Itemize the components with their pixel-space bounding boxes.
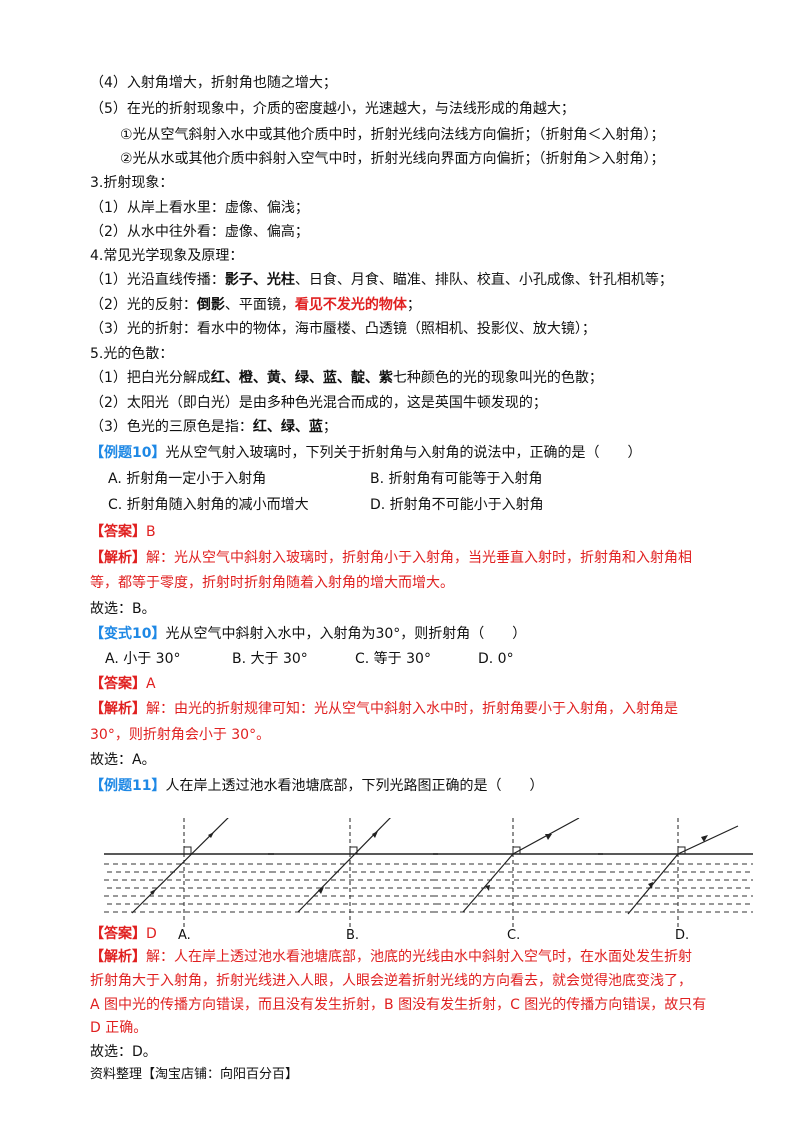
question-text: 光从空气中斜射入水中，入射角为30°，则折射角（ ） bbox=[165, 626, 526, 642]
answer-tag: 【答案】 bbox=[90, 524, 146, 540]
rule-5: （5）在光的折射现象中，介质的密度越小，光速越大，与法线形成的角越大； bbox=[90, 98, 575, 120]
diagram-a bbox=[104, 818, 274, 933]
example-11-question: 【例题11】人在岸上透过池水看池塘底部，下列光路图正确的是（ ） bbox=[90, 775, 543, 797]
section-3-heading: 3.折射现象： bbox=[90, 172, 173, 194]
option-c: C. 等于 30° bbox=[355, 648, 431, 670]
variant-10-choice: 故选：A。 bbox=[90, 749, 156, 771]
text: 七种颜色的光的现象叫光的色散； bbox=[393, 370, 603, 386]
water-hatching bbox=[433, 864, 603, 912]
variant-tag: 【变式10】 bbox=[90, 626, 165, 642]
phenomenon-2: （2）光的反射：倒影、平面镜，看见不发光的物体； bbox=[90, 294, 421, 316]
example-11-analysis-4: D 正确。 bbox=[90, 1017, 147, 1039]
water-hatching bbox=[598, 864, 753, 912]
question-text: 光从空气射入玻璃时，下列关于折射角与入射角的说法中，正确的是（ ） bbox=[165, 445, 641, 461]
example-11-analysis: 【解析】解：人在岸上透过池水看池塘底部，池底的光线由水中斜射入空气时，在水面处发… bbox=[90, 946, 692, 968]
water-hatching bbox=[104, 864, 274, 912]
example-tag: 【例题11】 bbox=[90, 778, 165, 794]
light-ray bbox=[132, 818, 234, 913]
text: （2）光的反射： bbox=[90, 297, 197, 313]
rule-4: （4）入射角增大，折射角也随之增大； bbox=[90, 72, 337, 94]
example-10-choice: 故选：B。 bbox=[90, 598, 156, 620]
section-4-heading: 4.常见光学现象及原理： bbox=[90, 245, 243, 267]
example-10-analysis: 【解析】解：光从空气中斜射入玻璃时，折射角小于入射角，当光垂直入射时，折射角和入… bbox=[90, 547, 692, 569]
example-11-choice: 故选：D。 bbox=[90, 1041, 157, 1063]
example-11-analysis-2: 折射角大于入射角，折射光线进入人眼，人眼会逆着折射光线的方向看去，就会觉得池底变… bbox=[90, 970, 692, 992]
text: ； bbox=[323, 419, 337, 435]
phenomenon-1: （1）光沿直线传播：影子、光柱、日食、月食、瞄准、排队、校直、小孔成像、针孔相机… bbox=[90, 269, 673, 291]
option-a: A. 折射角一定小于入射角 bbox=[108, 468, 266, 490]
light-ray bbox=[463, 818, 579, 912]
light-ray bbox=[628, 826, 738, 914]
diagram-b bbox=[268, 818, 438, 933]
variant-10-question: 【变式10】光从空气中斜射入水中，入射角为30°，则折射角（ ） bbox=[90, 623, 526, 645]
light-ray bbox=[298, 818, 396, 912]
text: （1）把白光分解成 bbox=[90, 370, 211, 386]
answer-value: B bbox=[146, 524, 156, 540]
arrow-icon bbox=[545, 834, 552, 840]
analysis-text: 解：人在岸上透过池水看池塘底部，池底的光线由水中斜射入空气时，在水面处发生折射 bbox=[146, 949, 692, 965]
refraction-1: （1）从岸上看水里：虚像、偏浅； bbox=[90, 197, 309, 219]
option-d: D. 折射角不可能小于入射角 bbox=[370, 494, 544, 516]
example-11-answer: 【答案】D bbox=[90, 923, 157, 945]
analysis-tag: 【解析】 bbox=[90, 701, 146, 717]
bold-text: 倒影 bbox=[197, 297, 225, 313]
diagram-label-a: A. bbox=[178, 928, 191, 943]
refraction-2: （2）从水中往外看：虚像、偏高； bbox=[90, 221, 309, 243]
bold-text: 红、绿、蓝 bbox=[253, 419, 323, 435]
rule-5-1: ①光从空气斜射入水中或其他介质中时，折射光线向法线方向偏折；（折射角＜入射角）； bbox=[120, 124, 665, 146]
dispersion-3: （3）色光的三原色是指：红、绿、蓝； bbox=[90, 416, 337, 438]
bold-text: 红、橙、黄、绿、蓝、靛、紫 bbox=[211, 370, 393, 386]
arrow-icon bbox=[372, 831, 378, 838]
example-tag: 【例题10】 bbox=[90, 445, 165, 461]
analysis-tag: 【解析】 bbox=[90, 949, 146, 965]
option-a: A. 小于 30° bbox=[105, 648, 181, 670]
diagram-label-c: C. bbox=[507, 928, 520, 943]
text: 、平面镜， bbox=[225, 297, 295, 313]
phenomenon-3: （3）光的折射：看水中的物体，海市蜃楼、凸透镜（照相机、投影仪、放大镜）； bbox=[90, 318, 596, 340]
analysis-tag: 【解析】 bbox=[90, 550, 146, 566]
rule-5-2: ②光从水或其他介质中斜射入空气中时，折射光线向界面方向偏折；（折射角＞入射角）； bbox=[120, 148, 665, 170]
dispersion-1: （1）把白光分解成红、橙、黄、绿、蓝、靛、紫七种颜色的光的现象叫光的色散； bbox=[90, 367, 603, 389]
variant-10-analysis-cont: 30°，则折射角会小于 30°。 bbox=[90, 724, 270, 746]
variant-10-answer: 【答案】A bbox=[90, 673, 156, 695]
example-10-analysis-cont: 等，都等于零度，折射时折射角随着入射角的增大而增大。 bbox=[90, 572, 454, 594]
diagram-c bbox=[433, 818, 603, 933]
diagram-label-b: B. bbox=[346, 928, 359, 943]
text: 、日食、月食、瞄准、排队、校直、小孔成像、针孔相机等； bbox=[295, 272, 673, 288]
variant-10-analysis: 【解析】解：由光的折射规律可知：光从空气中斜射入水中时，折射角要小于入射角，入射… bbox=[90, 698, 678, 720]
diagram-label-d: D. bbox=[675, 928, 689, 943]
footer-note: 资料整理【淘宝店铺：向阳百分百】 bbox=[90, 1064, 298, 1086]
bold-text: 影子、光柱 bbox=[225, 272, 295, 288]
text: ； bbox=[407, 297, 421, 313]
option-b: B. 大于 30° bbox=[232, 648, 308, 670]
option-b: B. 折射角有可能等于入射角 bbox=[370, 468, 543, 490]
water-hatching bbox=[268, 864, 438, 912]
dispersion-2: （2）太阳光（即白光）是由多种色光混合而成的，这是英国牛顿发现的； bbox=[90, 392, 547, 414]
answer-value: A bbox=[146, 676, 156, 692]
red-bold-text: 看见不发光的物体 bbox=[295, 297, 407, 313]
example-10-answer: 【答案】B bbox=[90, 521, 156, 543]
answer-tag: 【答案】 bbox=[90, 926, 146, 942]
answer-value: D bbox=[146, 926, 157, 942]
text: （1）光沿直线传播： bbox=[90, 272, 225, 288]
text: （3）色光的三原色是指： bbox=[90, 419, 253, 435]
diagram-d bbox=[598, 818, 768, 933]
question-text: 人在岸上透过池水看池塘底部，下列光路图正确的是（ ） bbox=[165, 778, 543, 794]
example-10-question: 【例题10】光从空气射入玻璃时，下列关于折射角与入射角的说法中，正确的是（ ） bbox=[90, 442, 641, 464]
answer-tag: 【答案】 bbox=[90, 676, 146, 692]
section-5-heading: 5.光的色散： bbox=[90, 343, 173, 365]
analysis-text: 解：光从空气中斜射入玻璃时，折射角小于入射角，当光垂直入射时，折射角和入射角相 bbox=[146, 550, 692, 566]
option-c: C. 折射角随入射角的减小而增大 bbox=[108, 494, 309, 516]
analysis-text: 解：由光的折射规律可知：光从空气中斜射入水中时，折射角要小于入射角，入射角是 bbox=[146, 701, 678, 717]
example-11-analysis-3: A 图中光的传播方向错误，而且没有发生折射，B 图没有发生折射，C 图光的传播方… bbox=[90, 994, 706, 1016]
option-d: D. 0° bbox=[478, 648, 514, 670]
